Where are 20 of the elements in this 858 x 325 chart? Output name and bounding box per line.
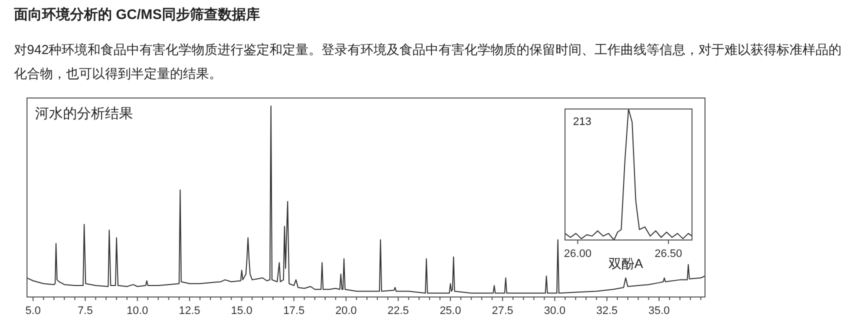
x-tick-label: 12.5	[178, 305, 200, 317]
x-tick-label: 10.0	[126, 305, 148, 317]
x-tick-label: 30.0	[544, 305, 566, 317]
annotation: 213	[573, 116, 592, 128]
x-tick-label: 20.0	[335, 305, 357, 317]
x-tick-label: 15.0	[231, 305, 252, 317]
x-tick-label: 25.0	[440, 305, 462, 317]
x-tick-label: 26.00	[564, 248, 592, 260]
annotation: 双酚A	[608, 256, 644, 271]
chart-subtitle: 对942种环境和食品中有害化学物质进行鉴定和定量。登录有环境及食品中有害化学物质的保留时间、工作曲线等信息，对于难以获得标准样品的化合物，也可以得到半定量的结果。	[14, 41, 843, 83]
x-tick-label: 35.0	[648, 305, 670, 317]
x-tick-label: 26.50	[654, 248, 682, 260]
x-tick-label: 22.5	[388, 305, 409, 317]
x-tick-label: 32.5	[596, 305, 618, 317]
annotation: 河水的分析结果	[35, 105, 133, 121]
x-tick-label: 7.5	[78, 305, 93, 317]
x-tick-label: 5.0	[25, 305, 41, 317]
chart-title: 面向环境分析的 GC/MS同步筛查数据库	[14, 6, 260, 24]
x-tick-label: 27.5	[492, 305, 514, 317]
x-tick-label: 17.5	[283, 305, 305, 317]
